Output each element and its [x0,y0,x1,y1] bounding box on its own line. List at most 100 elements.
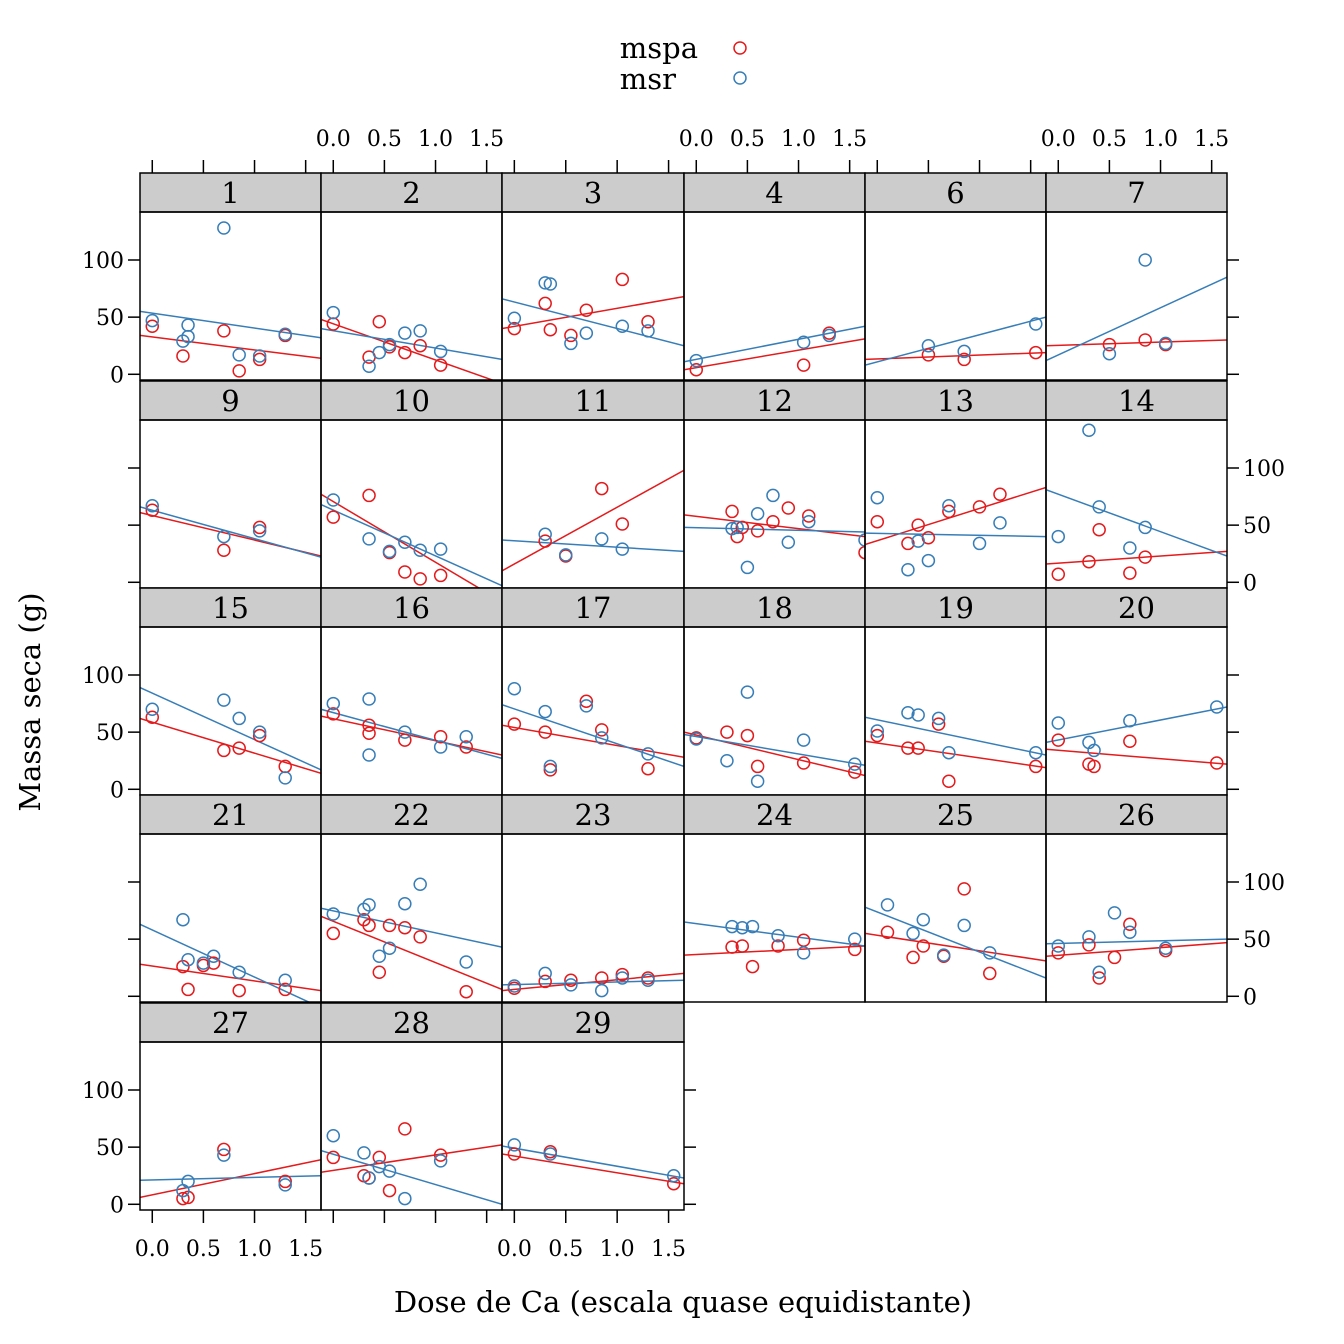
point-msr [720,753,734,768]
panel-9: 9 [139,380,322,589]
strip-label-22: 22 [393,798,430,832]
point-msr [1029,317,1043,331]
fit-line-msr [865,906,1046,979]
point-mspa [543,763,558,777]
point-msr [326,493,341,507]
x-tick-label: 0.0 [497,1237,532,1262]
strip-16 [320,587,503,628]
legend: mspa msr [620,31,747,96]
point-mspa [579,303,594,318]
fit-line-mspa [321,915,502,991]
point-mspa [326,510,341,524]
point-msr [750,506,765,521]
y-tick-label: 0 [110,778,124,803]
panel-content-24 [684,919,865,974]
panel-content-6 [865,316,1046,367]
fit-line-msr [865,532,1046,538]
point-mspa [615,967,630,982]
point-mspa [1082,554,1096,569]
point-mspa [1138,333,1152,347]
point-mspa [911,741,925,755]
panel-content-1 [140,221,321,378]
point-mspa [916,939,931,953]
point-msr [459,955,473,969]
point-msr [1087,743,1101,758]
point-msr [750,774,765,789]
x-tick-label: 0.5 [730,127,765,152]
y-tick-label: 50 [1243,928,1271,953]
axes: 0 50 100 0 50 100 0 50 100 0 50 100 0 50 100 0.0 0.5 1.0 1… [82,127,1285,1262]
panel-content-11 [502,469,684,572]
strip-24 [683,794,866,835]
point-msr [921,338,936,353]
point-mspa [278,982,292,997]
panel-content-20 [1046,700,1227,774]
point-msr [1107,906,1122,920]
point-msr [217,693,231,707]
fit-line-msr [321,1149,502,1206]
point-mspa [848,942,862,957]
point-msr [858,533,865,547]
panel-content-18 [684,685,865,789]
fit-line-msr [502,539,684,553]
point-mspa [615,272,630,287]
fit-line-mspa [865,351,1046,361]
panel-frame-10 [320,419,503,589]
point-msr [993,516,1007,530]
point-msr [594,731,609,745]
point-mspa [181,1190,195,1205]
point-msr [931,711,946,726]
point-msr [413,543,427,558]
fit-line-msr [140,686,321,771]
point-mspa [957,352,971,367]
point-mspa [1051,567,1066,582]
point-msr [942,498,956,513]
point-msr [870,724,885,738]
point-mspa [362,488,376,503]
point-mspa [931,717,946,731]
fit-line-msr [140,1174,321,1182]
x-tick-label: 0.0 [135,1237,170,1262]
x-tick-label: 1.5 [288,1237,323,1262]
point-msr [232,965,246,980]
fit-line-msr [684,526,865,533]
point-mspa [972,500,987,514]
point-mspa [252,352,267,367]
point-msr [252,524,267,538]
panel-23: 23 [501,794,685,1003]
point-mspa [232,983,246,998]
point-mspa [413,338,427,353]
strip-7 [1045,172,1228,213]
point-mspa [1102,337,1117,352]
legend-key-msr [733,71,747,85]
point-mspa [942,504,956,519]
point-msr [1138,253,1152,267]
point-msr [362,359,376,374]
point-msr [507,681,522,696]
point-msr [543,1147,558,1161]
point-msr [766,488,780,503]
point-msr [382,337,397,352]
panel-frame-9 [139,419,322,589]
panel-27: 27 [139,1002,322,1211]
panel-11: 11 [501,380,685,589]
point-msr [543,759,558,774]
point-msr [252,725,267,739]
panel-content-2 [321,305,502,380]
point-msr [278,327,292,342]
panel-frame-24 [683,833,866,1003]
panel-20: 20 [1045,587,1228,796]
point-msr [641,747,655,761]
fit-line-msr [1046,276,1227,362]
point-msr [372,345,387,360]
point-msr [433,542,448,556]
point-mspa [1092,971,1106,985]
panel-29: 29 [501,1002,685,1211]
strip-label-24: 24 [756,798,793,832]
point-mspa [911,518,925,532]
point-msr [232,711,246,726]
point-mspa [796,756,811,770]
strip-27 [139,1002,322,1043]
panel-15: 15 [139,587,322,796]
